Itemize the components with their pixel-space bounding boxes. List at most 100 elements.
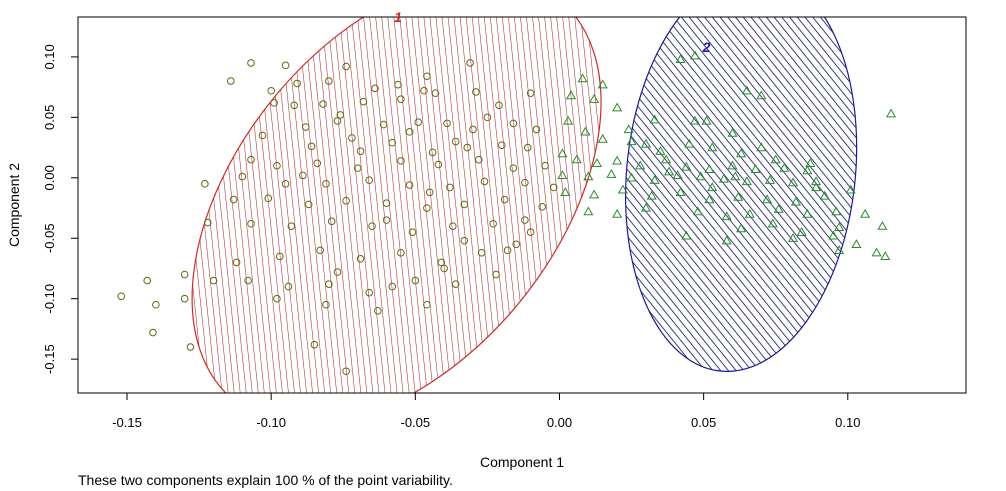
cluster-2-point [597,79,608,89]
cluster-2-point [704,194,715,204]
cluster-2-point [560,187,571,196]
y-axis: -0.15 -0.10 -0.05 0.00 0.05 0.10 [42,44,79,374]
cluster-2-point [635,160,646,170]
cluster-1-point [232,258,241,267]
cluster-2-point [655,145,666,155]
x-tick-label: -0.10 [256,415,286,430]
cluster-2-point [557,170,568,180]
cluster-2-point [612,155,623,165]
cluster-2-point [640,138,652,148]
cluster-1-point [495,101,503,110]
cluster-1-point [423,300,431,309]
cluster-1-point [437,258,446,267]
cluster-1-point [149,328,157,337]
cluster-1-point [532,125,541,134]
cluster-2-label: 2 [702,39,711,55]
cluster-2-point [565,90,577,100]
cluster-1-point [397,248,405,257]
cluster-1-point [117,292,126,301]
cluster-1-point [503,246,512,255]
cluster-1-point [397,157,405,165]
cluster-1-point [411,276,420,285]
cluster-2-point [577,73,588,83]
cluster-2-point [730,171,741,181]
cluster-2-point [591,158,603,167]
cluster-1-point [382,216,391,224]
cluster-2-point [802,165,813,175]
cluster-2-point [811,182,822,192]
cluster-1-point [451,280,460,288]
cluster-2-point [626,172,637,182]
cluster-2-point [571,154,582,164]
cluster-1-point [405,128,414,136]
cluster-2-point [675,54,686,63]
cluster-1-point [325,77,333,85]
cluster-1-point [186,343,195,351]
cluster-1-point [313,159,322,168]
cluster-2-point [834,222,845,232]
cluster-2-point [764,175,776,184]
cluster-1-point [227,77,235,85]
cluster-1-point [466,59,474,67]
cluster-2-point [802,208,813,218]
cluster-2-point [885,108,897,118]
cluster-1-point [492,270,500,279]
cluster-2-point [819,190,830,200]
cluster-1-point [281,180,290,188]
cluster-1-point [322,180,330,188]
cluster-1-point [449,222,457,230]
cluster-2-point [787,177,799,187]
cluster-1-point [359,97,368,106]
cluster-1-point [301,123,310,131]
cluster-1-point [348,134,356,142]
cluster-2-point [612,208,623,218]
cluster-2-point [623,124,634,134]
cluster-1-point [428,148,437,157]
cluster-1-point [247,219,255,228]
cluster-2-point [880,251,891,261]
cluster-2-point [661,154,672,164]
cluster-1-point [498,141,506,149]
points-layer [117,50,897,376]
x-tick-label: 0.05 [691,415,716,430]
cluster-2-point [580,126,591,136]
cluster-2-point [606,168,617,178]
cluster-1-point [451,137,460,146]
cluster-1-point [180,294,189,303]
cluster-1-point [483,113,492,122]
cluster-1-point [523,143,532,152]
cluster-1-point [509,164,518,172]
cluster-2-point [805,158,816,167]
cluster-1-point [474,155,483,164]
cluster-1-point [276,252,284,261]
cluster-1-point [521,216,529,224]
cluster-2-point [721,235,732,245]
y-tick-label: 0.00 [42,165,57,190]
cluster-2-point [736,148,747,158]
cluster-1-point [388,282,397,291]
cluster-2-point [663,166,675,176]
cluster-2-point [756,90,767,100]
cluster-2-point [684,138,695,148]
cluster-2-point [877,220,888,230]
cluster-2-point [649,175,660,184]
y-tick-label: 0.10 [42,44,57,69]
cluster-1-point [267,86,275,95]
cluster-2-point [834,245,845,254]
cluster-2-point [741,85,752,95]
cluster-2-point [851,239,862,248]
cluster-2-point [767,218,778,228]
cluster-2-point [733,191,744,201]
cluster-1-ellipse [191,17,602,393]
cluster-2-point [828,230,839,240]
cluster-1-point [293,79,301,88]
cluster-2-point [727,160,738,170]
cluster-2-point [701,115,712,125]
cluster-1-point [549,183,558,192]
cluster-2-point [736,223,747,233]
cluster-1-point [356,147,365,155]
cluster-1-point [443,119,451,128]
cluster-1-point [538,203,546,211]
cluster-2-point [681,230,692,240]
cluster-2-point [707,182,718,192]
